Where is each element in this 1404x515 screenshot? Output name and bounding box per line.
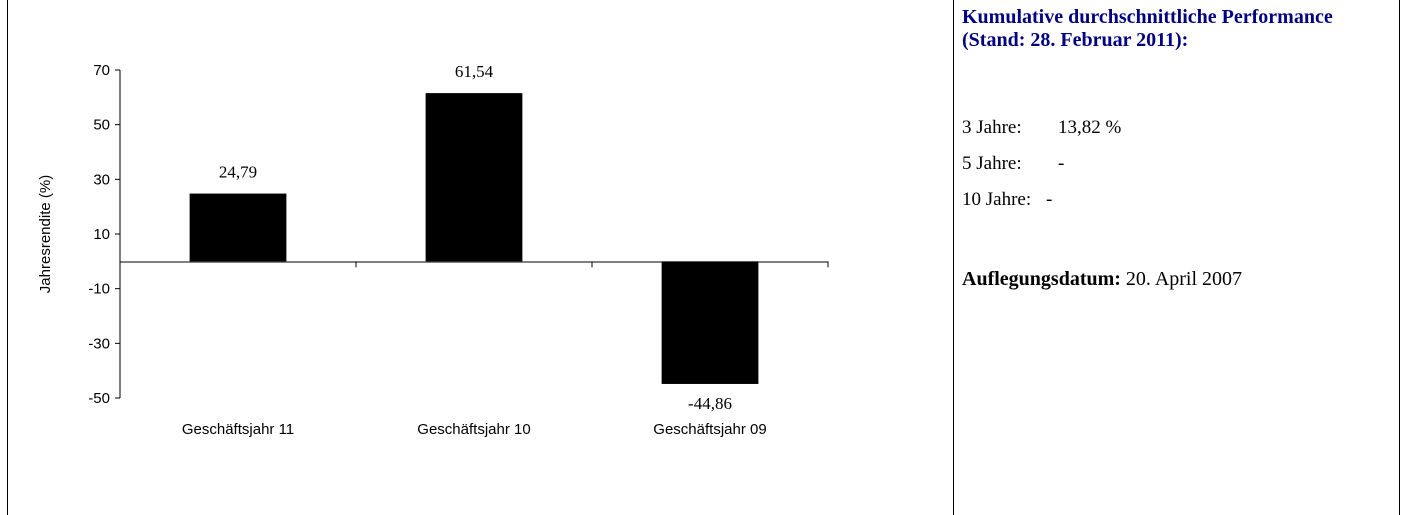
bar-value-label: 24,79 <box>219 163 257 182</box>
performance-row-10-jahre: 10 Jahre: - <box>962 182 1392 218</box>
y-tick-label: -50 <box>88 390 110 407</box>
performance-list: 3 Jahre: 13,82 % 5 Jahre: - 10 Jahre: - <box>962 110 1392 218</box>
performance-row-label: 3 Jahre: <box>962 117 1022 138</box>
page-frame <box>7 0 1400 515</box>
bar <box>189 193 287 262</box>
launch-date: Auflegungsdatum: 20. April 2007 <box>962 268 1392 291</box>
performance-row-5-jahre: 5 Jahre: - <box>962 146 1392 182</box>
performance-row-value: 13,82 % <box>1058 117 1122 138</box>
performance-row-label: 10 Jahre: <box>962 189 1032 210</box>
performance-title: Kumulative durchschnittliche Performance… <box>962 6 1333 51</box>
performance-row-label: 5 Jahre: <box>962 153 1022 174</box>
y-tick-label: 30 <box>93 171 110 188</box>
performance-row-3-jahre: 3 Jahre: 13,82 % <box>962 110 1392 146</box>
bar-value-label: -44,86 <box>688 394 732 413</box>
y-tick-label: 10 <box>93 226 110 243</box>
panel-divider <box>953 0 954 515</box>
bar-value-label: 61,54 <box>455 62 494 81</box>
bar <box>661 261 759 384</box>
y-tick-label: 70 <box>93 62 110 79</box>
y-axis-label: Jahresrendite (%) <box>37 175 54 293</box>
x-tick-label: Geschäftsjahr 11 <box>182 421 294 438</box>
x-tick-label: Geschäftsjahr 10 <box>417 421 530 438</box>
launch-date-value: 20. April 2007 <box>1125 268 1243 290</box>
x-tick-label: Geschäftsjahr 09 <box>653 421 766 438</box>
performance-row-value: - <box>1046 189 1053 210</box>
y-tick-label: -10 <box>88 281 110 298</box>
chart-panel: 70 50 30 10 -10 -30 -50 24,79 61,54 -44,86 Gesch… <box>8 0 953 515</box>
performance-panel: Kumulative durchschnittliche Performance… <box>962 6 1392 291</box>
performance-row-value: - <box>1058 153 1065 174</box>
bar-chart: 70 50 30 10 -10 -30 -50 24,79 61,54 -44,86 Gesch… <box>37 62 829 438</box>
y-tick-label: 50 <box>93 117 110 134</box>
launch-date-label: Auflegungsdatum: <box>962 268 1121 290</box>
bar <box>425 93 523 262</box>
y-tick-label: -30 <box>88 335 110 352</box>
